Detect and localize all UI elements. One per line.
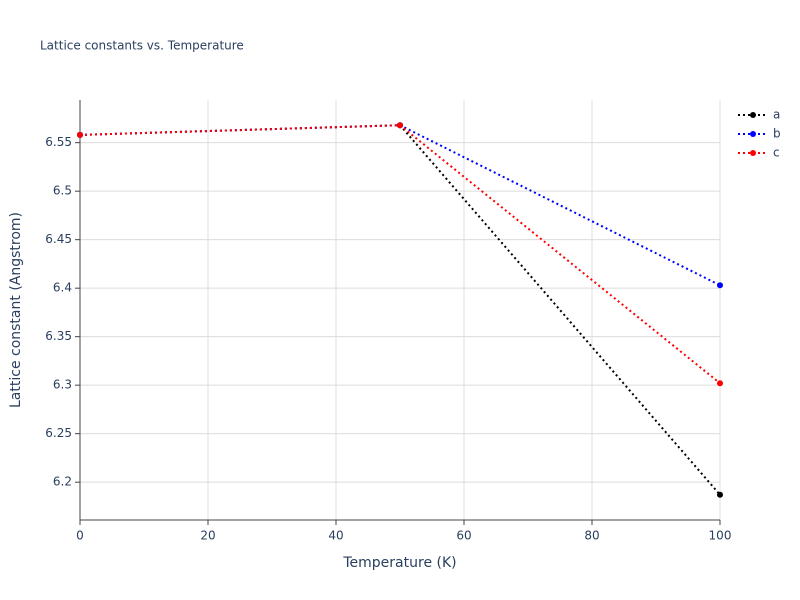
data-point bbox=[717, 491, 723, 498]
x-tick-label: 80 bbox=[584, 529, 599, 543]
legend-label: a bbox=[773, 108, 780, 122]
y-tick-label: 6.35 bbox=[45, 329, 72, 343]
x-tick-label: 100 bbox=[709, 529, 732, 543]
y-tick-label: 6.45 bbox=[45, 232, 72, 246]
x-tick-label: 20 bbox=[200, 529, 215, 543]
y-tick-label: 6.25 bbox=[45, 426, 72, 440]
x-axis-title: Temperature (K) bbox=[342, 555, 456, 571]
x-tick-label: 0 bbox=[76, 529, 84, 543]
legend-label: b bbox=[773, 127, 781, 141]
x-tick-label: 60 bbox=[456, 529, 471, 543]
chart-title: Lattice constants vs. Temperature bbox=[40, 39, 244, 53]
y-tick-label: 6.4 bbox=[53, 281, 72, 295]
y-tick-label: 6.3 bbox=[53, 378, 72, 392]
data-point bbox=[397, 122, 403, 129]
legend-label: c bbox=[773, 146, 780, 160]
y-tick-label: 6.55 bbox=[45, 135, 72, 149]
x-tick-label: 40 bbox=[328, 529, 343, 543]
legend-marker bbox=[750, 112, 756, 118]
legend-marker bbox=[750, 150, 756, 156]
y-axis-title: Lattice constant (Angstrom) bbox=[8, 212, 24, 408]
legend-marker bbox=[750, 131, 756, 137]
y-tick-label: 6.2 bbox=[53, 475, 72, 489]
data-point bbox=[717, 282, 723, 289]
y-tick-label: 6.5 bbox=[53, 184, 72, 198]
data-point bbox=[77, 131, 83, 138]
data-point bbox=[717, 380, 723, 387]
